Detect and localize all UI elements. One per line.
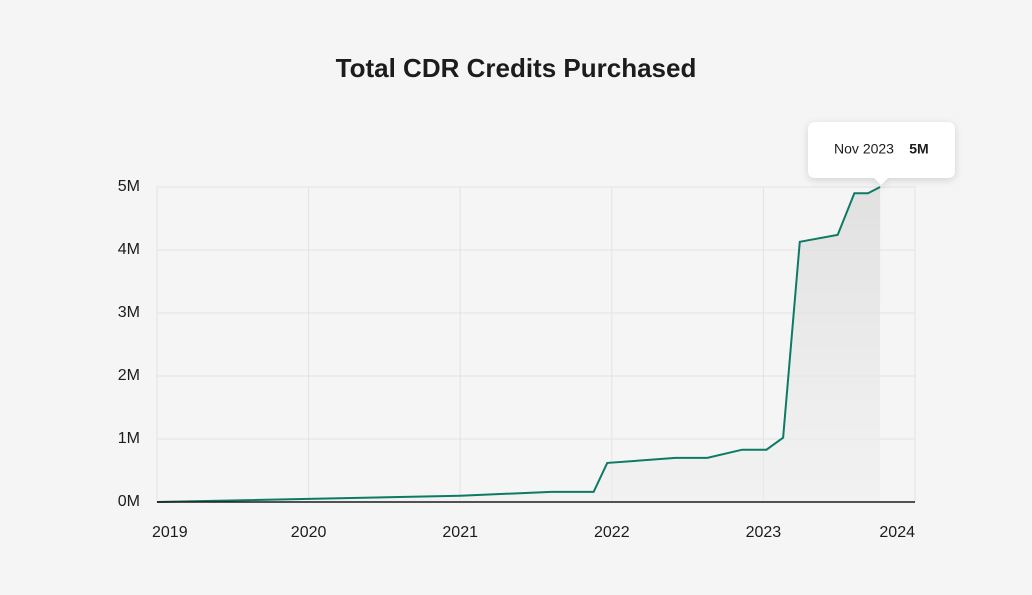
- tooltip-date: Nov 2023: [834, 141, 894, 157]
- x-tick-label: 2022: [594, 524, 630, 541]
- line: [156, 186, 881, 503]
- tooltip: Nov 2023 5M: [808, 122, 955, 185]
- y-tick-label: 0M: [118, 493, 140, 510]
- y-tick-label: 5M: [118, 178, 140, 195]
- x-tick-label: 2021: [442, 524, 478, 541]
- tooltip-value: 5M: [909, 141, 928, 157]
- y-tick-label: 2M: [118, 367, 140, 384]
- y-tick-label: 4M: [118, 241, 140, 258]
- chart-title: Total CDR Credits Purchased: [336, 53, 697, 83]
- x-tick-label: 2023: [746, 524, 782, 541]
- tooltip-box: [808, 122, 955, 185]
- y-tick-label: 3M: [118, 304, 140, 321]
- area: [157, 187, 881, 502]
- y-tick-label: 1M: [118, 430, 140, 447]
- x-tick-label: 2019: [152, 524, 188, 541]
- x-tick-label: 2020: [291, 524, 327, 541]
- x-tick-label: 2024: [879, 524, 915, 541]
